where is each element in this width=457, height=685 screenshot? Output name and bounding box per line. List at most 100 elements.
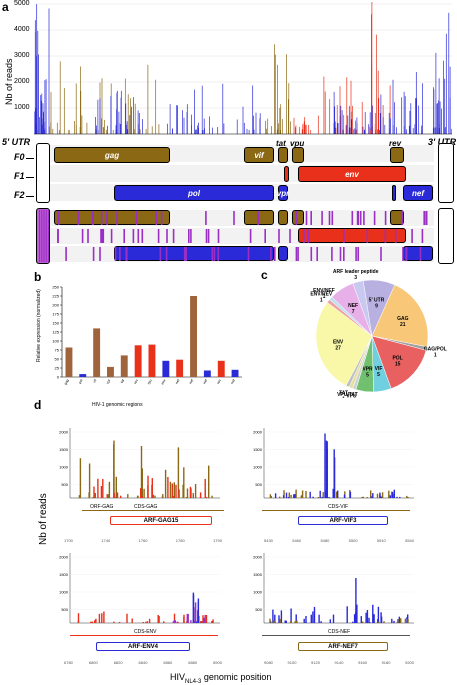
- read-bar: [355, 612, 357, 623]
- read-ytick: 1000: [59, 465, 69, 470]
- read-bar: [136, 495, 139, 498]
- read-bar: [322, 492, 324, 498]
- pie-value: 1: [434, 353, 437, 359]
- read-bar: [91, 621, 93, 623]
- read-bar: [200, 621, 202, 623]
- pie-value: 9: [375, 304, 378, 310]
- pie-label: POL: [392, 355, 402, 361]
- vif-xtick: 5500: [348, 538, 358, 543]
- pie-label: GAG/POL: [424, 347, 447, 353]
- read-bar: [108, 481, 111, 498]
- read-bar: [102, 479, 104, 498]
- arf-tick: [289, 229, 291, 243]
- read-bar: [202, 615, 204, 623]
- read-bar: [326, 441, 328, 498]
- arf-tick: [316, 247, 318, 261]
- read-ytick: 2000: [59, 430, 69, 435]
- read-ytick: 1000: [253, 465, 263, 470]
- arf-tick: [359, 211, 362, 225]
- gene-label-vpu: vpu: [290, 139, 305, 148]
- arf-tick: [102, 229, 105, 243]
- vif-xtick: 5430: [264, 538, 273, 543]
- nef-cds-label: CDS-NEF: [328, 629, 351, 635]
- arf-tick: [211, 247, 214, 261]
- bar-xtick: nef: [188, 378, 194, 384]
- bar-xtick: nef: [175, 378, 181, 384]
- read-bar: [141, 496, 143, 498]
- read-bar: [362, 496, 364, 498]
- read-bar: [158, 616, 160, 623]
- utr3-box: [438, 143, 454, 203]
- arf-tick: [166, 229, 168, 243]
- read-bar: [142, 622, 144, 623]
- expression-bar: [203, 370, 211, 377]
- read-bar: [370, 490, 372, 498]
- read-bar: [274, 493, 277, 498]
- read-bar: [294, 494, 296, 498]
- env-cds-label: CDS-ENV: [134, 629, 157, 635]
- read-bar: [399, 496, 401, 498]
- pie-value: 27: [335, 346, 341, 352]
- gag-xtick: 1740: [101, 538, 111, 543]
- arf-tick: [425, 211, 428, 225]
- read-bar: [269, 618, 271, 623]
- arf-vif3-box: ARF-VIF3: [298, 516, 388, 525]
- nef-xtick: 9160: [358, 660, 367, 665]
- read-bar: [325, 440, 328, 498]
- read-bar: [278, 615, 280, 623]
- read-bar: [391, 618, 393, 623]
- gene-nef: nef: [403, 185, 433, 201]
- expression-bar: [93, 328, 101, 377]
- read-bar: [366, 610, 369, 623]
- arf-tick: [339, 247, 342, 261]
- read-bar: [127, 494, 129, 498]
- panel-b-xlabel: HIV-1 genomic regions: [92, 402, 143, 408]
- read-bar: [178, 489, 180, 498]
- read-bar: [290, 608, 292, 623]
- read-bar: [352, 621, 354, 623]
- pie-value: 1: [342, 397, 345, 399]
- read-bar: [274, 614, 276, 623]
- nef-xtick: 9120: [311, 660, 320, 665]
- arf-map: [36, 208, 454, 264]
- gene-tat-exon2: [284, 166, 289, 182]
- bar-ytick: 25: [55, 366, 60, 371]
- read-bar: [182, 484, 184, 498]
- read-bar: [204, 478, 206, 498]
- arf-tick: [405, 247, 407, 261]
- env-xtick: 6840: [138, 660, 148, 665]
- gene-gag: gag: [54, 147, 170, 163]
- env-xtick: 6780: [64, 660, 73, 665]
- read-bar: [208, 465, 210, 498]
- nef-read-plot: 2000 1500 1000 500: [253, 553, 414, 624]
- read-bar: [388, 490, 390, 498]
- bar-xtick: rev: [216, 378, 222, 384]
- read-bar: [280, 610, 283, 623]
- arf-tick: [183, 247, 186, 261]
- read-bar: [353, 614, 356, 623]
- read-bar: [285, 492, 288, 498]
- read-bar: [270, 496, 272, 498]
- read-bar: [107, 494, 110, 498]
- gag-xtick: 1790: [213, 538, 222, 543]
- read-bar: [175, 484, 177, 498]
- read-bar: [270, 621, 272, 623]
- read-bar: [284, 620, 286, 623]
- read-bar: [290, 494, 292, 498]
- gag-orf-label: ORF-GAG: [90, 504, 114, 510]
- expression-bar: [107, 366, 114, 377]
- panel-a-ylabel: Nb of reads: [4, 58, 14, 105]
- panel-a-ytick-3000: 3000: [14, 52, 30, 59]
- read-bar: [293, 494, 295, 498]
- read-bar: [309, 491, 311, 498]
- read-bar: [273, 621, 275, 623]
- arf-tick: [249, 229, 252, 243]
- expression-bar: [231, 369, 239, 377]
- arf-tick: [307, 229, 310, 243]
- read-bar: [407, 497, 409, 498]
- arf-tick: [278, 229, 280, 243]
- read-bar: [146, 621, 149, 623]
- arf-tick: [331, 211, 334, 225]
- read-bar: [93, 486, 95, 498]
- read-bar: [200, 621, 203, 623]
